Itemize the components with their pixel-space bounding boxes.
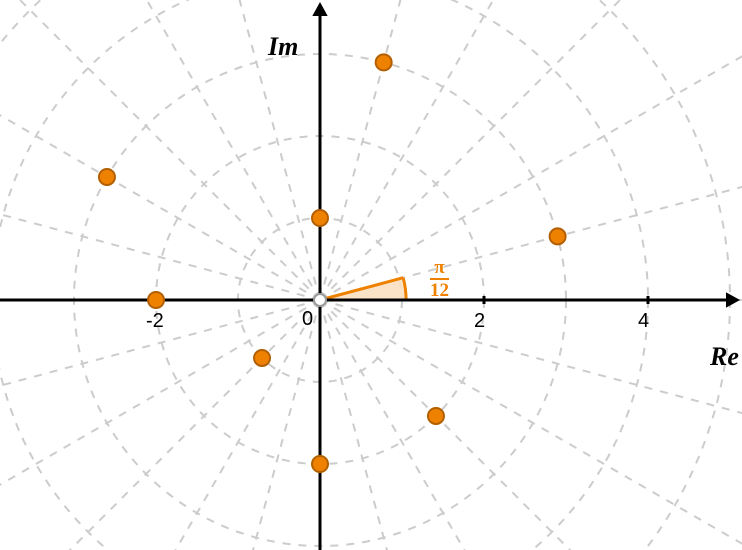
x-tick-label: 4 xyxy=(638,310,649,333)
origin-label: 0 xyxy=(302,308,313,331)
x-tick-label: 2 xyxy=(474,310,485,333)
x-axis-label: Re xyxy=(710,342,739,372)
y-axis-label: Im xyxy=(268,32,298,62)
angle-label: π12 xyxy=(430,258,449,300)
x-tick-label: -2 xyxy=(146,310,164,333)
